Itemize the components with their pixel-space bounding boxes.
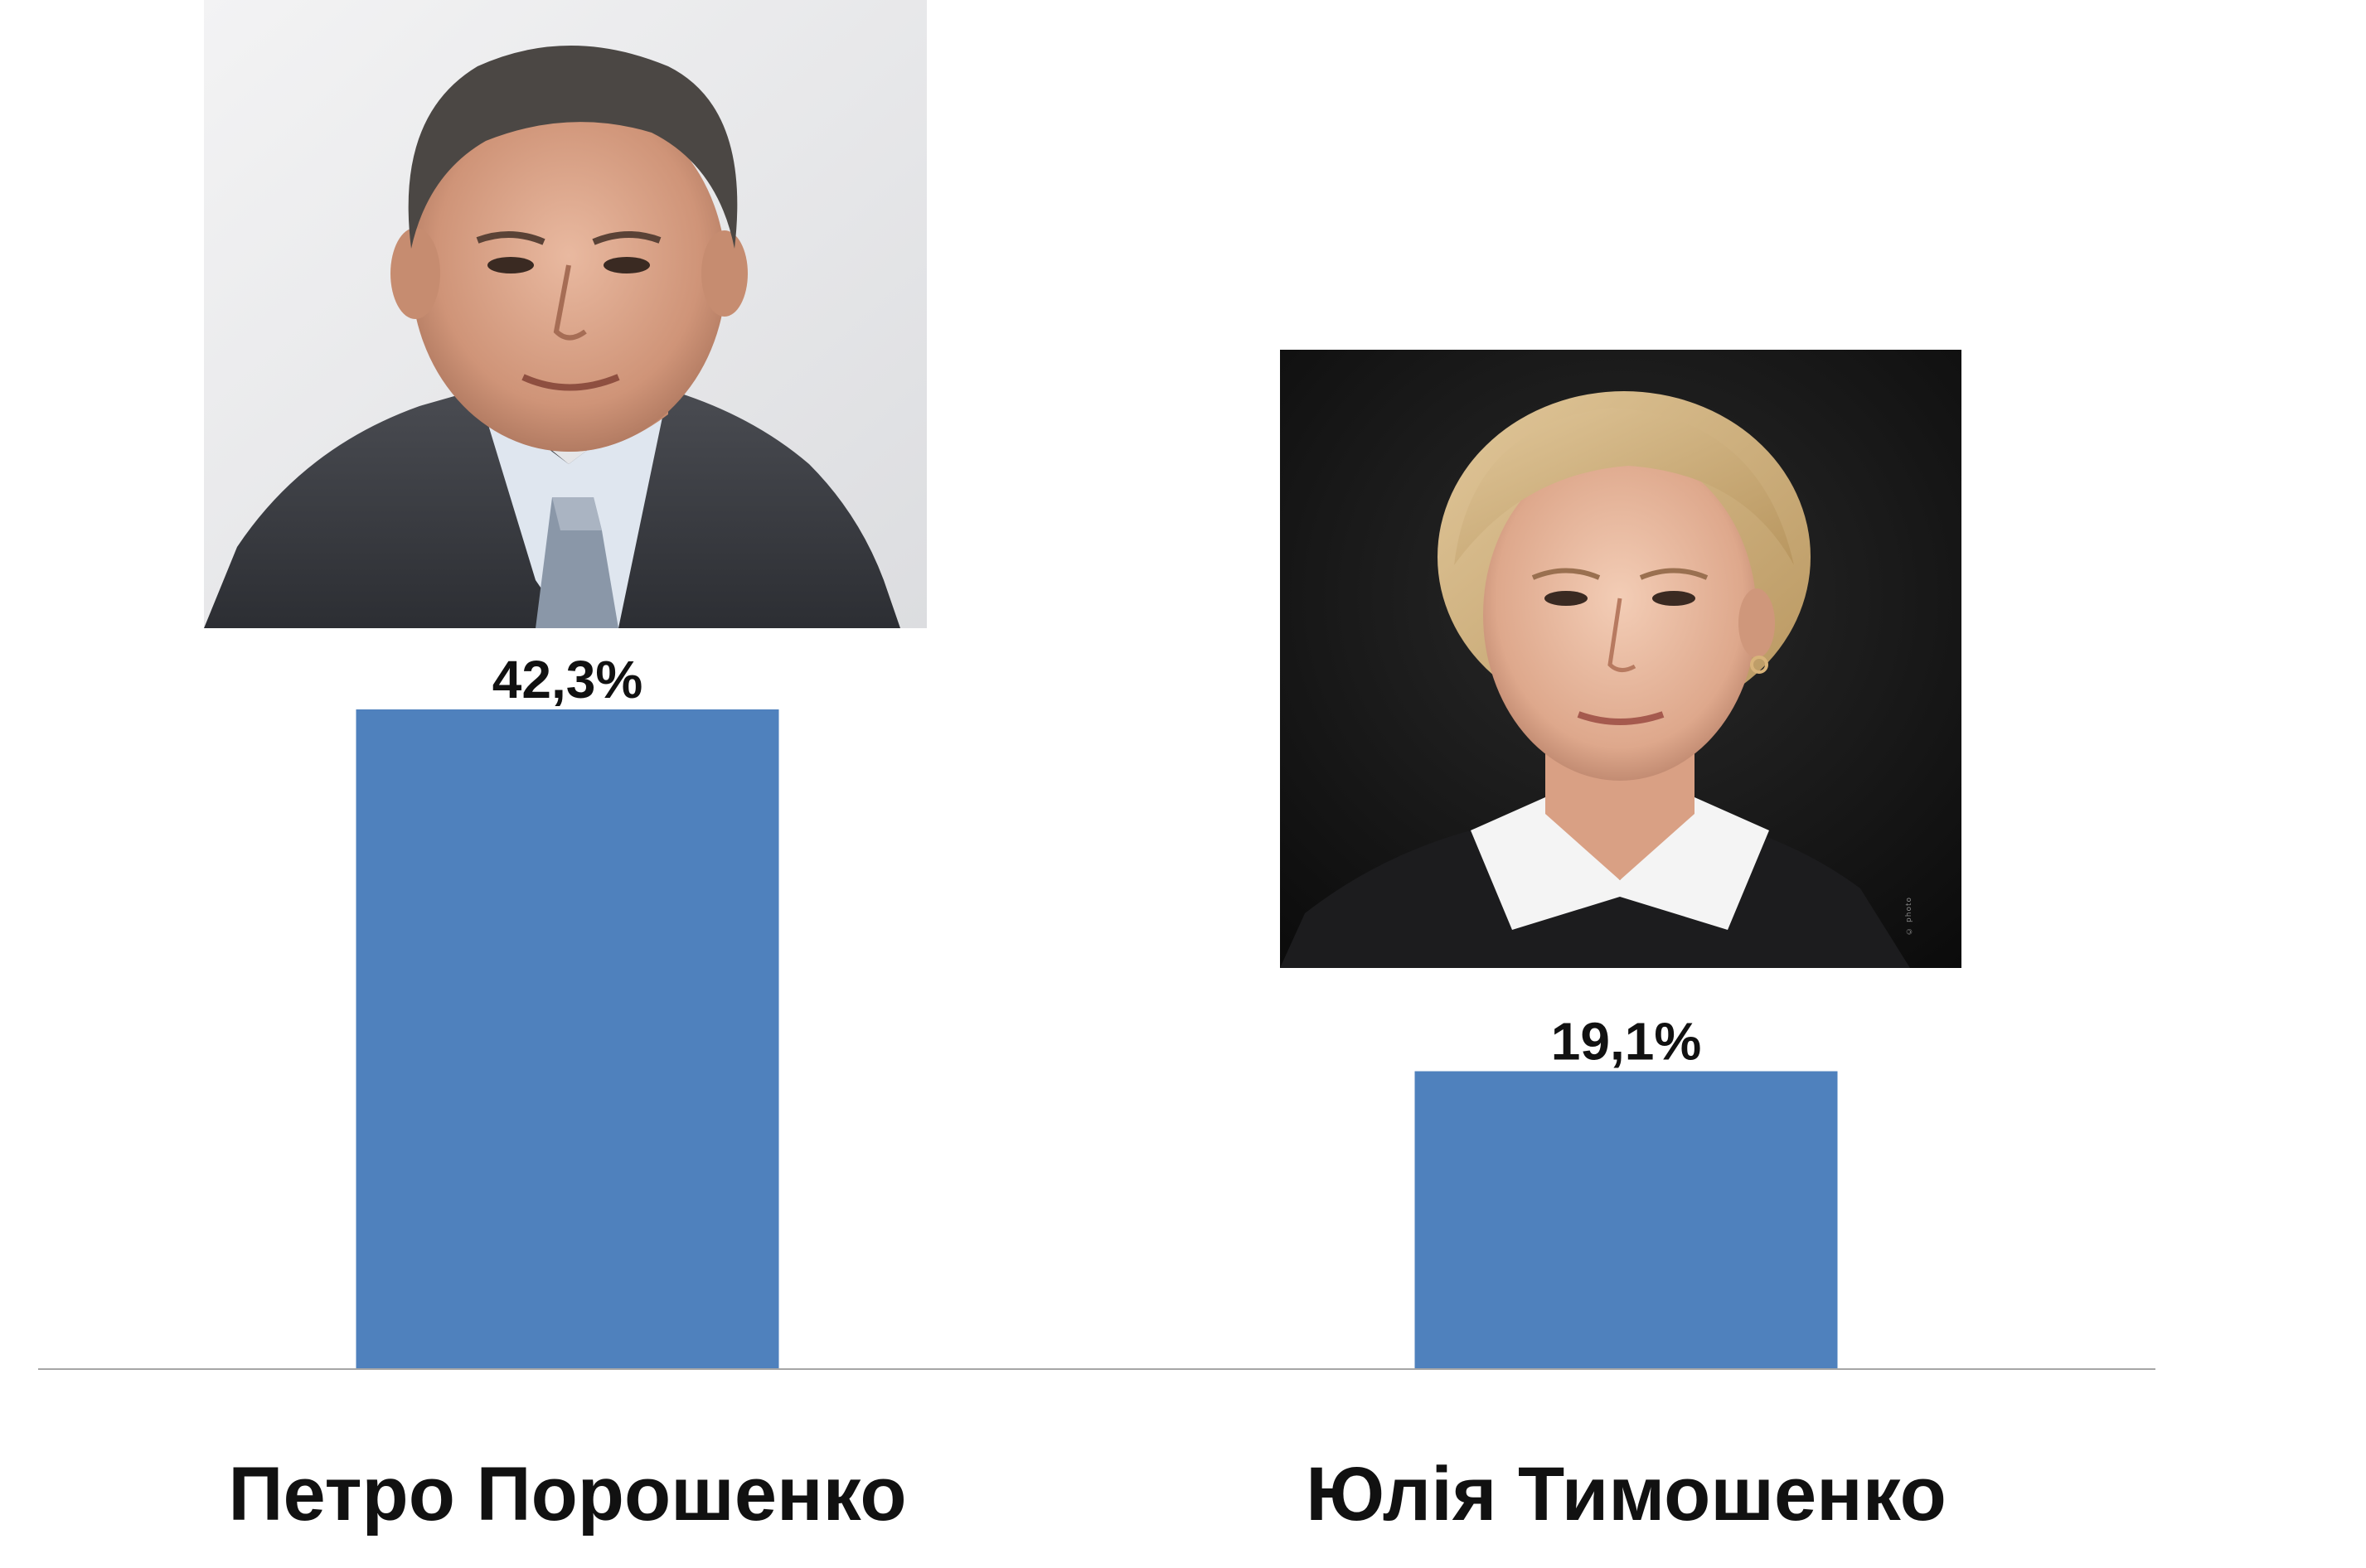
portrait-woman-icon: [1280, 350, 1961, 968]
bar-value-label-1: 42,3%: [492, 650, 642, 709]
category-label-2: Юлія Тимошенко: [1306, 1452, 1947, 1537]
bar-1: [356, 709, 779, 1369]
bar-value-label-2: 19,1%: [1551, 1012, 1701, 1072]
category-label-1: Петро Порошенко: [228, 1452, 906, 1537]
portrait-photo-tymoshenko: © photo: [1280, 350, 1961, 968]
bar-2: [1414, 1071, 1838, 1369]
portrait-man-icon: [204, 0, 927, 628]
portrait-photo-poroshenko: [204, 0, 927, 628]
